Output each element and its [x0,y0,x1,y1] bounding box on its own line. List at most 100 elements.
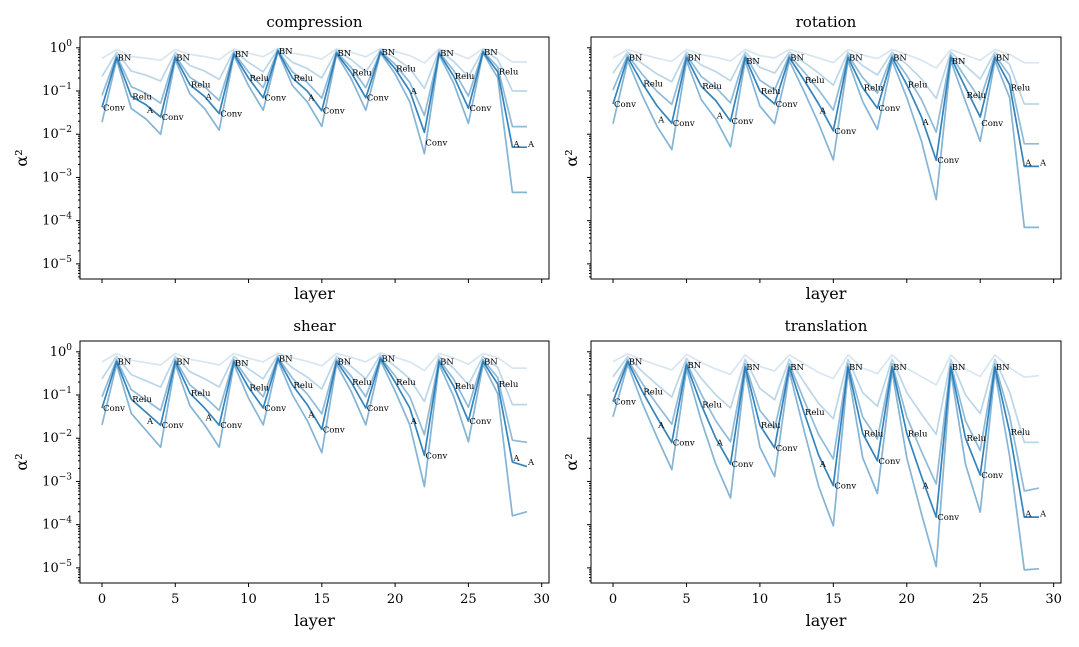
annotation-bn-26: BN [484,48,498,58]
axes-frame [590,36,1062,280]
series-line-s4 [612,360,1039,518]
annotation-bn-9: BN [746,57,760,67]
y-tick-label: 10−4 [42,516,72,533]
annotation-bn-23: BN [440,49,454,59]
annotation-relu-17: Relu [352,378,372,388]
x-tick-label: 20 [387,592,404,607]
annotation-conv-15: Conv [323,425,345,435]
annotation-relu-27: Relu [1011,84,1031,94]
annotation-bn-12: BN [279,355,293,365]
annotation-conv-8: Conv [732,460,754,470]
annotation-a-14: A [819,107,827,117]
subplot-title: shear [293,317,336,335]
annotation-bn-26: BN [996,363,1010,373]
axes-frame [79,36,550,280]
annotation-bn-1: BN [629,357,643,367]
axes-frame [79,340,550,584]
annotation-a-14: A [307,411,315,421]
annotation-conv-8: Conv [220,110,242,120]
x-tick-label: 25 [972,592,989,607]
annotation-relu-13: Relu [294,381,314,391]
annotation-a-29: A [527,458,535,468]
annotation-relu-20: Relu [396,378,416,388]
annotation-conv-22: Conv [425,451,447,461]
annotation-relu-24: Relu [455,382,475,392]
annotation-relu-13: Relu [294,74,314,84]
annotation-relu-6: Relu [702,401,722,411]
annotation-conv-11: Conv [776,100,798,110]
annotation-a-29: A [1039,159,1047,169]
annotation-bn-16: BN [849,53,863,63]
series-line-s5 [101,50,527,194]
y-tick-label: 10−1 [42,386,72,403]
annotation-bn-9: BN [235,359,249,369]
x-axis-label: layer [806,284,847,303]
series-group [612,352,1040,571]
x-tick-label: 0 [98,592,106,607]
annotation-a-7: A [205,92,213,102]
annotation-bn-12: BN [790,363,804,373]
annotation-relu-24: Relu [455,72,475,82]
annotation-a-29: A [527,140,535,150]
annotation-bn-1: BN [629,53,643,63]
series-line-s2 [612,355,1039,444]
annotation-conv-8: Conv [220,421,242,431]
annotation-relu-6: Relu [191,389,211,399]
annotation-conv-22: Conv [425,138,447,148]
series-line-s1 [612,48,1039,69]
x-tick-label: 25 [460,592,477,607]
annotation-bn-23: BN [952,363,966,373]
series-line-s2 [101,354,527,406]
annotation-a-3: A [146,106,154,116]
annotation-conv-18: Conv [878,104,900,114]
annotation-conv-11: Conv [776,444,798,454]
annotation-conv-18: Conv [878,457,900,467]
annotation-bn-1: BN [118,53,132,63]
annotation-a-28: A [1024,159,1032,169]
annotation-relu-20: Relu [396,65,416,75]
annotation-bn-19: BN [382,355,396,365]
annotation-relu-27: Relu [499,68,519,78]
series-line-s2 [101,48,527,92]
annotation-bn-19: BN [893,53,907,63]
annotation-bn-19: BN [382,48,396,58]
annotation-relu-6: Relu [191,81,211,91]
subplot-title: compression [266,13,363,31]
annotation-a-3: A [146,417,154,427]
x-axis-label: layer [294,284,335,303]
annotation-bn-19: BN [893,363,907,373]
x-tick-label: 5 [682,592,690,607]
annotation-bn-12: BN [790,53,804,63]
annotation-conv-11: Conv [264,94,286,104]
annotation-bn-5: BN [688,361,702,371]
annotation-relu-2: Relu [132,395,152,405]
annotation-relu-10: Relu [250,383,270,393]
annotation-conv-25: Conv [981,471,1003,481]
annotation-relu-13: Relu [805,408,825,418]
x-axis-label: layer [806,611,847,630]
series-group [101,352,528,517]
y-tick-label: 10−3 [42,472,72,489]
annotation-conv-0: Conv [103,404,125,414]
series-line-s4 [101,357,528,468]
subplot-title: translation [785,317,868,335]
annotation-conv-15: Conv [834,127,856,137]
y-tick-label: 10−5 [42,255,72,272]
annotation-conv-22: Conv [937,513,959,523]
subplot-rotation: BN Relu Conv A Conv BN Relu A Conv BN Relu Conv BN Re… [562,13,1062,303]
annotation-bn-9: BN [746,363,760,373]
annotation-relu-13: Relu [805,76,825,86]
annotation-relu-2: Relu [643,388,663,398]
annotation-conv-18: Conv [367,94,389,104]
annotation-relu-24: Relu [967,91,987,101]
annotation-bn-5: BN [176,53,190,63]
annotation-relu-10: Relu [761,87,781,97]
annotation-bn-16: BN [338,49,352,59]
axes-frame [590,340,1062,584]
annotation-bn-16: BN [338,357,352,367]
subplot-translation: BN Relu Conv A Conv BN Relu A Conv BN Relu Conv BN Re… [562,317,1062,630]
annotation-conv-0: Conv [103,103,125,113]
annotation-conv-11: Conv [264,404,286,414]
annotation-bn-9: BN [235,50,249,60]
